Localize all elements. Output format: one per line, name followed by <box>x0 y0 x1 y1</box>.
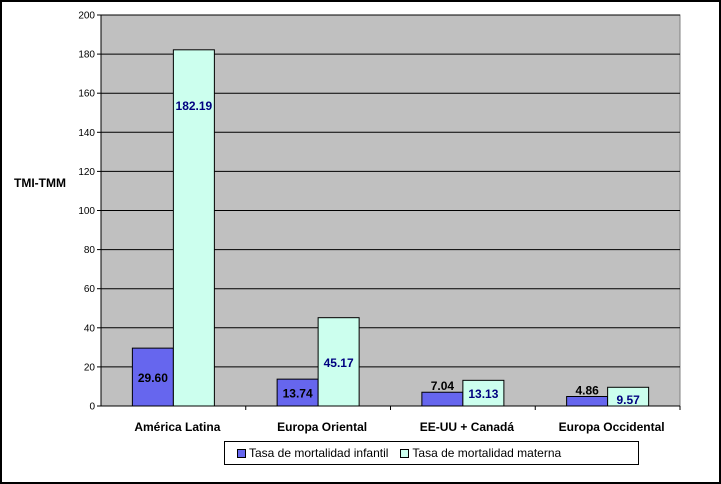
y-tick-label: 180 <box>78 50 95 61</box>
y-tick-label: 160 <box>78 89 95 100</box>
y-tick-label: 100 <box>78 206 95 217</box>
y-axis-label: TMI-TMM <box>14 176 66 190</box>
y-tick-label: 200 <box>78 11 95 22</box>
data-label-materna: 45.17 <box>324 356 354 370</box>
data-label-materna: 9.57 <box>616 393 640 407</box>
bar-infantil <box>421 391 464 407</box>
y-tick-label: 120 <box>78 167 95 178</box>
category-label: Europa Occidental <box>559 420 665 434</box>
legend-label-materna: Tasa de mortalidad materna <box>412 446 562 460</box>
legend-swatch-materna <box>400 448 410 458</box>
legend-item-materna: Tasa de mortalidad materna <box>400 446 561 460</box>
bar-materna <box>317 317 360 407</box>
data-label-infantil: 13.74 <box>283 387 313 401</box>
y-tick-label: 60 <box>84 284 96 295</box>
legend-swatch-infantil <box>237 448 246 458</box>
data-label-materna: 182.19 <box>176 99 213 113</box>
y-tick-label: 0 <box>89 402 95 413</box>
bar-materna <box>607 386 650 407</box>
bar-materna <box>172 49 215 407</box>
data-label-infantil: 4.86 <box>575 383 599 397</box>
y-tick-label: 40 <box>84 323 96 334</box>
y-tick-label: 140 <box>78 128 95 139</box>
data-label-infantil: 29.60 <box>138 371 168 385</box>
legend: Tasa de mortalidad infantil Tasa de mort… <box>224 441 639 465</box>
legend-item-infantil: Tasa de mortalidad infantil <box>237 446 388 460</box>
bar-infantil <box>566 395 609 407</box>
bar-materna <box>462 379 505 407</box>
y-tick-label: 20 <box>84 362 96 373</box>
category-label: EE-UU + Canadá <box>420 420 515 434</box>
legend-label-infantil: Tasa de mortalidad infantil <box>249 446 389 460</box>
category-label: Europa Oriental <box>277 420 367 434</box>
category-label: América Latina <box>134 420 220 434</box>
y-tick-label: 80 <box>84 245 96 256</box>
bar-infantil <box>131 347 174 407</box>
data-label-infantil: 7.04 <box>431 379 455 393</box>
data-label-materna: 13.13 <box>468 387 498 401</box>
